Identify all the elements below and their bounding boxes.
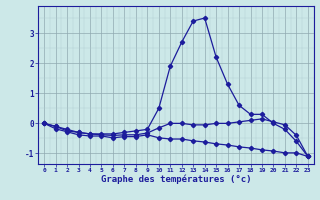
X-axis label: Graphe des températures (°c): Graphe des températures (°c) bbox=[101, 175, 251, 184]
